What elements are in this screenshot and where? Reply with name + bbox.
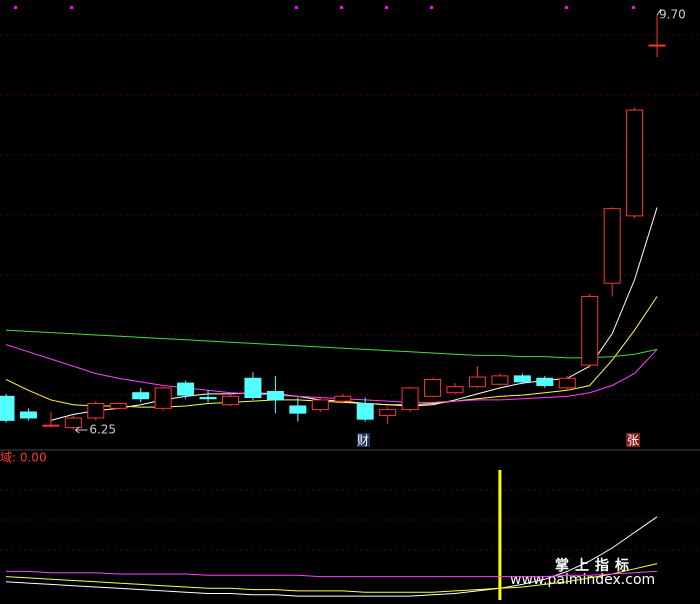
candle-body <box>199 397 217 400</box>
indicator-title: 区域: 0.00 <box>0 451 47 465</box>
ma-line <box>50 207 658 421</box>
top-dots <box>14 6 635 9</box>
candle-body <box>334 395 352 402</box>
candle-body <box>222 395 239 406</box>
indicator-line <box>6 570 658 578</box>
candle-body <box>311 399 329 411</box>
candle-body <box>244 377 262 399</box>
candle-body <box>379 409 397 417</box>
candle-body <box>468 376 486 388</box>
candle-body <box>19 411 37 419</box>
candle-body <box>132 392 150 400</box>
candle-body <box>626 109 644 217</box>
ma-line <box>5 344 658 403</box>
indicator-line <box>5 563 658 593</box>
candle-body <box>648 44 666 47</box>
event-label: 张 <box>627 434 639 448</box>
candle-body <box>446 386 464 394</box>
candle-body <box>401 387 419 411</box>
candle-body <box>109 403 127 409</box>
grid <box>0 34 700 551</box>
high-label: 9.70 <box>659 8 686 22</box>
candle-body <box>87 403 105 419</box>
candle-body <box>558 377 576 389</box>
watermark: 掌上指标 <box>555 557 635 574</box>
candle-body <box>289 405 307 414</box>
candle-body <box>356 403 374 420</box>
candle-body <box>491 375 509 385</box>
candle-body <box>0 395 15 421</box>
candle-body <box>154 387 172 409</box>
candle-body <box>424 378 442 397</box>
candle-body <box>266 391 284 401</box>
candle-body <box>513 375 531 383</box>
candle-body <box>64 417 82 429</box>
candle-body <box>581 295 599 366</box>
ma-line <box>5 296 658 408</box>
candle-body <box>42 424 60 427</box>
low-label: 6.25 <box>89 423 116 437</box>
candle-body <box>603 208 621 284</box>
event-marker <box>357 433 370 447</box>
candle-body <box>536 377 554 386</box>
ma-line <box>5 329 658 359</box>
arrow-head <box>75 426 80 434</box>
event-label: 财 <box>357 434 369 448</box>
candle-body <box>177 382 195 396</box>
indicator-line <box>5 516 658 597</box>
event-marker <box>626 433 640 447</box>
high-pointer <box>656 8 662 16</box>
signal-bar <box>498 470 502 600</box>
